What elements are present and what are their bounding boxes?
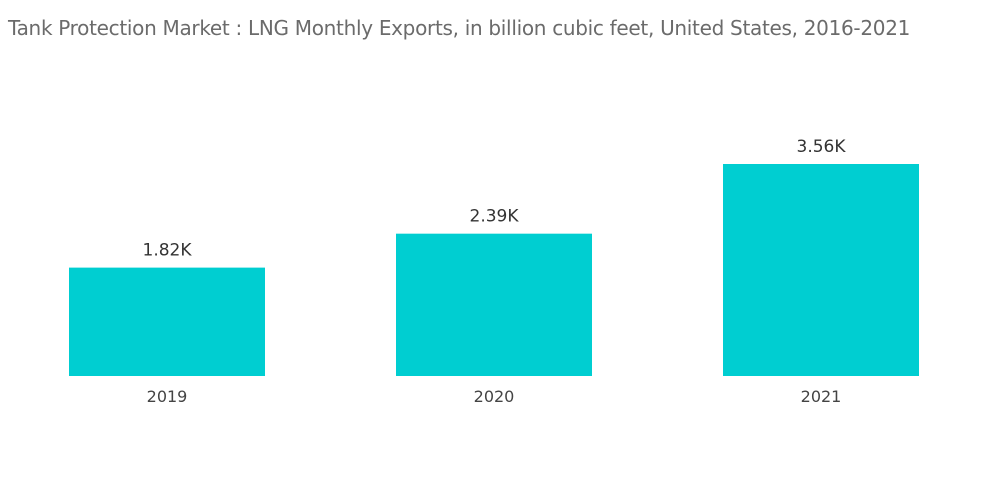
bar-2021 <box>723 164 919 376</box>
bar-2020 <box>396 233 592 376</box>
x-tick-label-2021: 2021 <box>801 387 842 406</box>
data-label-2020: 2.39K <box>470 207 520 227</box>
chart-title: Tank Protection Market : LNG Monthly Exp… <box>8 16 911 40</box>
x-tick-label-2020: 2020 <box>474 387 515 406</box>
x-tick-label-2019: 2019 <box>147 387 188 406</box>
data-label-2021: 3.56K <box>797 137 847 157</box>
bar-2019 <box>69 267 265 376</box>
data-label-2019: 1.82K <box>143 241 193 261</box>
